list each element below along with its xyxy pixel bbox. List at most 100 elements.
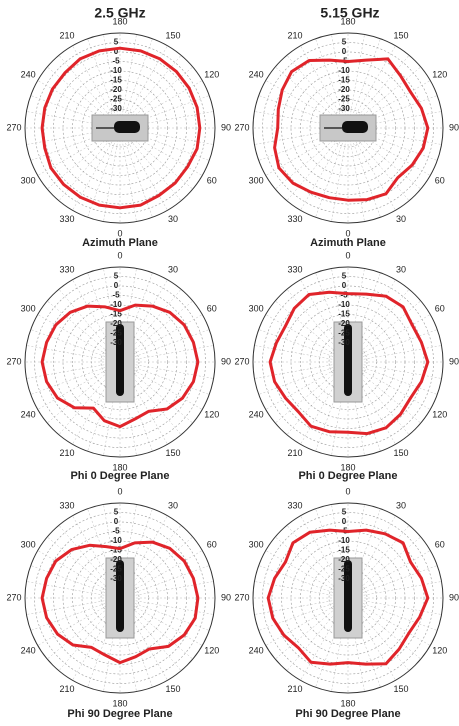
antenna (116, 324, 124, 396)
angle-tick-label: 120 (432, 645, 447, 655)
spoke (258, 365, 337, 395)
angle-tick-label: 300 (249, 539, 264, 549)
spoke (131, 365, 210, 395)
angle-tick-label: 270 (6, 592, 21, 602)
r-tick-label: -30 (110, 574, 122, 583)
angle-tick-label: 180 (112, 698, 127, 708)
spoke (359, 599, 442, 615)
spoke (58, 137, 113, 201)
angle-tick-label: 120 (204, 69, 219, 79)
grid-ring (262, 42, 434, 214)
spoke (254, 599, 337, 615)
spoke (26, 345, 109, 361)
grid-ring (43, 521, 197, 675)
r-tick-label: 0 (342, 517, 347, 526)
plot-border (24, 266, 216, 458)
r-tick-label: -20 (338, 85, 350, 94)
grid-ring (309, 559, 387, 637)
grid-ring (34, 42, 206, 214)
spoke (254, 345, 337, 361)
grid-ring (72, 80, 168, 176)
angle-tick-label: 210 (287, 684, 302, 694)
angle-tick-label: 60 (435, 175, 445, 185)
spoke (258, 601, 337, 631)
pattern-trace (40, 46, 202, 210)
grid-ring (43, 51, 197, 205)
spoke (357, 66, 421, 121)
antenna (116, 560, 124, 632)
spoke (355, 607, 410, 671)
angle-tick-label: 210 (59, 684, 74, 694)
spoke (131, 329, 210, 359)
spoke (125, 138, 168, 211)
r-tick-label: -15 (338, 546, 350, 555)
spoke (129, 536, 193, 591)
angle-tick-label: 300 (21, 303, 36, 313)
spoke (47, 135, 111, 190)
r-tick-label: -20 (110, 319, 122, 328)
r-tick-label: -25 (338, 95, 350, 104)
spoke (355, 55, 410, 119)
plot-border (252, 502, 444, 694)
antenna (344, 324, 352, 396)
angle-tick-label: 150 (393, 448, 408, 458)
angle-tick-label: 90 (449, 122, 459, 132)
grid-ring (53, 61, 187, 195)
angle-tick-label: 210 (59, 31, 74, 41)
spoke (275, 536, 339, 591)
angle-tick-label: 180 (340, 16, 355, 26)
angle-tick-label: 60 (207, 539, 217, 549)
spoke (129, 300, 193, 355)
spoke (357, 369, 421, 424)
spoke (58, 607, 113, 671)
r-tick-label: -5 (112, 57, 120, 66)
spoke (47, 66, 111, 121)
spoke (331, 34, 347, 117)
angle-tick-label: 330 (287, 501, 302, 511)
spoke (72, 45, 115, 118)
angle-tick-label: 150 (393, 31, 408, 41)
r-tick-label: -25 (110, 95, 122, 104)
grid-ring (309, 323, 387, 401)
angle-tick-label: 210 (287, 31, 302, 41)
r-tick-label: -30 (110, 104, 122, 113)
spoke (47, 605, 111, 660)
angle-tick-label: 150 (165, 684, 180, 694)
angle-tick-label: 210 (59, 448, 74, 458)
spoke (121, 139, 137, 222)
spoke (131, 345, 214, 361)
spoke (353, 138, 396, 211)
r-tick-label: 0 (342, 281, 347, 290)
r-tick-label: -25 (110, 565, 122, 574)
angle-tick-label: 300 (249, 175, 264, 185)
chart-caption: Phi 0 Degree Plane (298, 470, 397, 482)
spoke (131, 363, 214, 379)
grid-ring (34, 512, 206, 684)
spoke (265, 367, 338, 410)
spoke (286, 137, 341, 201)
pattern-trace (273, 57, 430, 202)
polar-chart: 50-5-10-15-20-25-30030609012015018021024… (234, 486, 459, 720)
angle-tick-label: 60 (435, 303, 445, 313)
column-header: 5.15 GHz (320, 5, 379, 21)
spoke (131, 565, 210, 595)
spoke (58, 371, 113, 435)
r-tick-label: -25 (338, 329, 350, 338)
spoke (355, 525, 410, 589)
spoke (58, 289, 113, 353)
spoke (123, 139, 153, 218)
angle-tick-label: 90 (449, 592, 459, 602)
angle-tick-label: 90 (221, 356, 231, 366)
spoke (300, 45, 343, 118)
angle-tick-label: 180 (112, 462, 127, 472)
plot-border (252, 266, 444, 458)
grid-ring (300, 550, 396, 646)
spoke (37, 314, 110, 357)
spoke (357, 135, 421, 190)
spoke (300, 138, 343, 211)
antenna (344, 560, 352, 632)
spoke (103, 34, 119, 117)
spoke (123, 38, 153, 117)
grid-ring (81, 89, 159, 167)
angle-tick-label: 240 (249, 409, 264, 419)
